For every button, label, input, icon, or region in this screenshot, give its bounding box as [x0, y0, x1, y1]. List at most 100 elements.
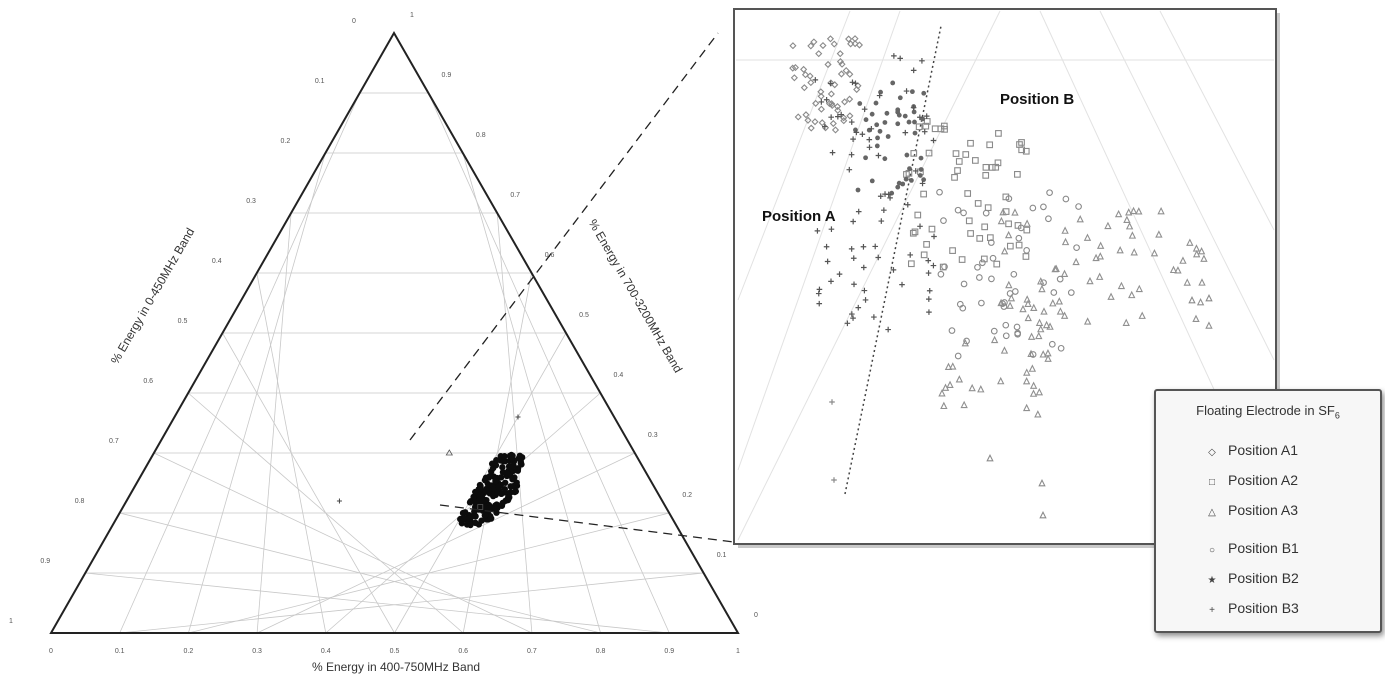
data-point	[842, 66, 850, 75]
data-point	[467, 521, 474, 529]
right-tick-label: 0.4	[614, 372, 624, 379]
data-point	[869, 178, 875, 184]
data-point	[954, 206, 962, 214]
data-point	[920, 190, 927, 198]
data-point	[513, 479, 520, 486]
data-point	[472, 519, 479, 527]
data-point	[829, 119, 837, 128]
bottom-tick-label: 0.9	[664, 648, 674, 655]
data-point	[964, 190, 972, 197]
data-point	[499, 464, 506, 471]
data-point	[825, 99, 834, 108]
data-point	[1000, 346, 1009, 354]
data-point	[904, 201, 911, 208]
data-point	[1192, 249, 1201, 258]
data-point	[938, 389, 946, 397]
legend-item-a2: □ Position A2	[1204, 472, 1298, 488]
data-point	[910, 150, 918, 157]
data-point	[1005, 220, 1012, 228]
data-point	[831, 477, 837, 483]
data-point	[1029, 204, 1037, 212]
data-point	[835, 113, 841, 120]
data-point	[895, 121, 901, 127]
data-point	[515, 414, 521, 420]
data-point	[911, 109, 917, 115]
data-point	[1130, 248, 1138, 256]
data-point	[960, 400, 968, 409]
data-point	[860, 243, 867, 250]
data-point	[1023, 219, 1031, 227]
right-tick-label: 0.2	[682, 492, 692, 499]
data-point	[1092, 253, 1100, 262]
data-point	[1096, 252, 1105, 260]
data-point	[846, 166, 853, 173]
right-tick-label: 0	[754, 612, 758, 619]
data-point	[903, 88, 910, 94]
data-point	[915, 123, 923, 131]
bottom-tick-label: 0.5	[390, 648, 400, 655]
bottom-tick-label: 0.3	[252, 648, 262, 655]
data-point	[972, 157, 979, 164]
data-point	[827, 90, 835, 98]
ternary-data-points	[336, 414, 526, 529]
data-point	[869, 111, 875, 117]
data-point	[982, 172, 990, 179]
data-point	[499, 457, 507, 465]
data-point	[499, 469, 507, 476]
data-point	[875, 254, 882, 261]
data-point	[977, 385, 985, 393]
data-point	[923, 241, 930, 248]
data-point	[1042, 320, 1051, 329]
data-point	[1192, 314, 1200, 323]
data-point	[505, 463, 513, 470]
data-point	[1024, 313, 1032, 322]
data-point	[1011, 208, 1019, 216]
data-point	[848, 246, 855, 252]
data-point	[926, 296, 932, 302]
data-point	[1072, 257, 1080, 266]
data-point	[988, 275, 995, 283]
data-point	[918, 167, 924, 172]
data-point	[897, 95, 903, 101]
data-point	[834, 106, 842, 114]
bottom-tick-label: 0.4	[321, 648, 331, 655]
data-point	[1029, 389, 1038, 397]
data-point	[990, 327, 998, 335]
legend-label-a3: Position A3	[1228, 502, 1299, 518]
data-point	[481, 512, 489, 519]
data-point	[488, 460, 496, 467]
data-point	[974, 200, 982, 207]
legend-title: Floating Electrode in SF6	[1196, 403, 1340, 421]
data-point	[910, 104, 917, 111]
data-point	[902, 129, 909, 136]
data-point	[866, 144, 873, 151]
data-point	[925, 149, 933, 157]
data-point	[1015, 241, 1023, 249]
data-point	[1022, 377, 1031, 385]
data-point	[1005, 280, 1013, 289]
data-point	[1044, 354, 1052, 362]
data-point	[885, 134, 891, 139]
data-point	[851, 40, 859, 48]
legend-label-b2: Position B2	[1228, 570, 1299, 586]
data-point	[923, 113, 930, 119]
data-point	[817, 92, 825, 100]
left-tick-label: 0.2	[281, 138, 291, 145]
right-axis-title: % Energy in 700-3200MHz Band	[586, 217, 686, 375]
data-point	[912, 168, 919, 174]
data-point	[472, 488, 479, 496]
data-point	[974, 263, 981, 271]
data-point	[1096, 272, 1104, 280]
data-point	[829, 399, 835, 405]
data-point	[912, 119, 917, 125]
data-point	[921, 90, 927, 96]
inset-gridline	[1099, 10, 1275, 361]
data-point	[1039, 510, 1047, 519]
data-point	[445, 449, 454, 456]
data-point	[1205, 293, 1213, 302]
legend-item-a3: △ Position A3	[1204, 502, 1298, 518]
data-point	[1000, 303, 1008, 310]
bottom-tick-label: 1	[736, 648, 740, 655]
gridline	[222, 332, 395, 634]
data-point	[912, 130, 918, 136]
